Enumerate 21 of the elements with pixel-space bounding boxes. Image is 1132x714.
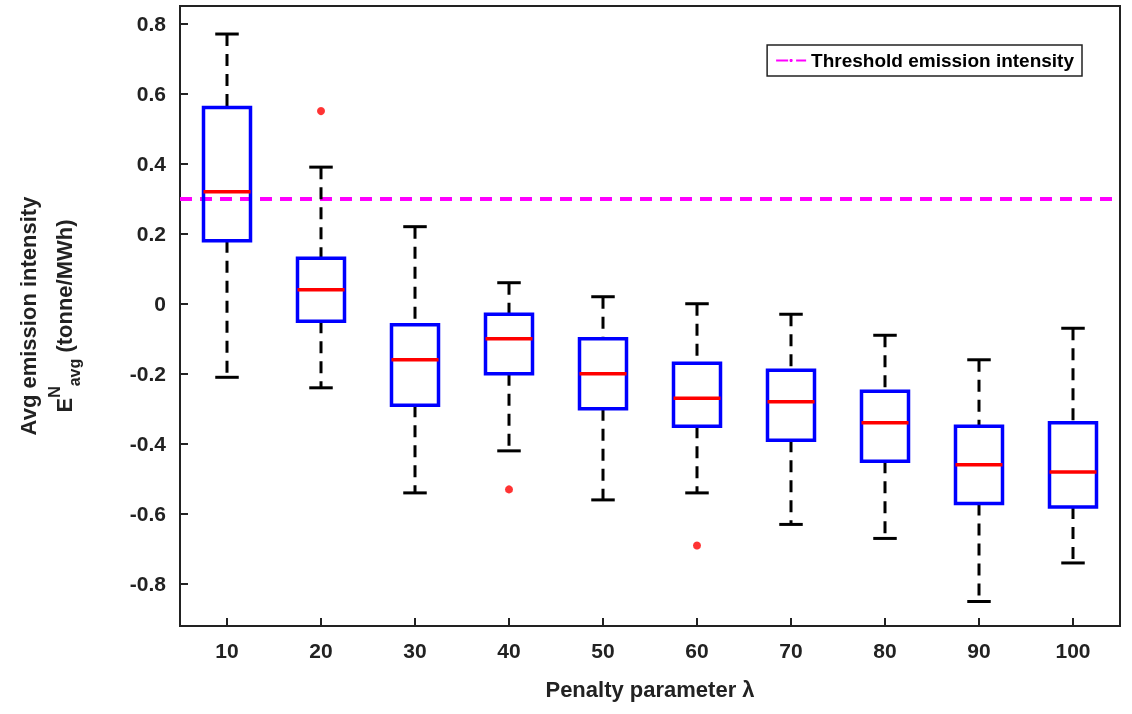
y-tick-label: -0.8: [129, 572, 167, 596]
x-tick-label: 20: [309, 639, 333, 662]
x-tick-label: 100: [1055, 639, 1091, 662]
x-tick-label: 30: [403, 639, 427, 662]
x-tick-label: 10: [215, 639, 239, 662]
y-tick-label: -0.4: [129, 432, 167, 456]
y-tick-label: -0.2: [129, 362, 166, 386]
x-tick-label: 70: [779, 639, 803, 662]
y-tick-label: 0.8: [136, 12, 167, 36]
y-tick-label: 0.2: [136, 222, 166, 246]
y-tick-label: 0.4: [136, 152, 167, 176]
x-tick-label: 60: [685, 639, 709, 662]
y-tick-label: -0.6: [129, 502, 166, 526]
y-tick-label: 0.6: [136, 82, 166, 106]
x-axis-title: Penalty parameter λ: [545, 676, 755, 702]
x-tick-label: 40: [497, 639, 521, 662]
legend-label: Threshold emission intensity: [811, 50, 1075, 71]
y-tick-label: 0: [154, 292, 166, 316]
x-tick-label: 80: [873, 639, 897, 662]
x-tick-label: 50: [591, 639, 615, 662]
x-tick-label: 90: [967, 639, 991, 662]
